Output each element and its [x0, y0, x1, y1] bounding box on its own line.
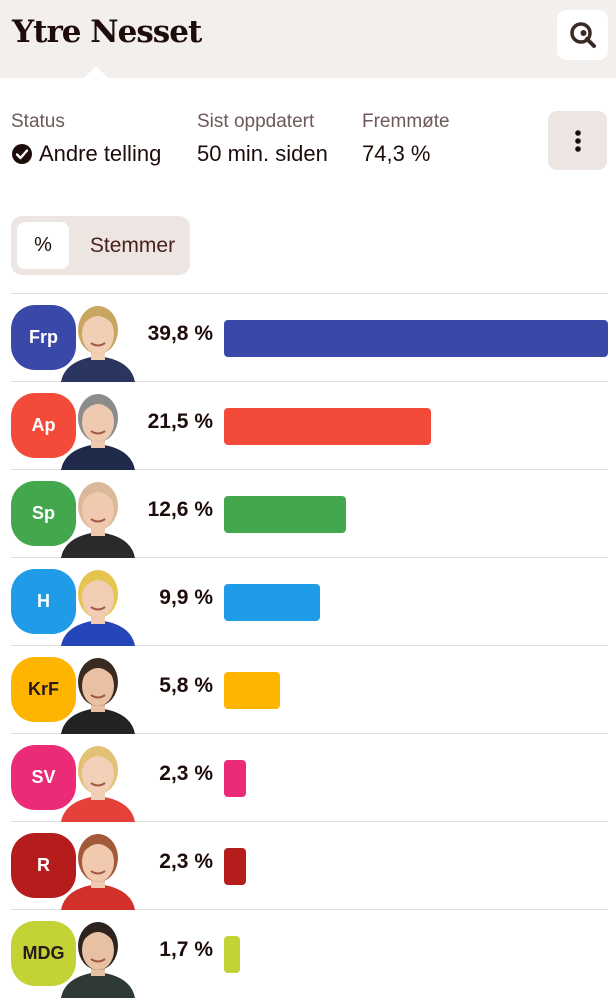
party-percent: 5,8 % — [159, 674, 213, 697]
party-badge: H — [11, 569, 76, 634]
party-bar — [224, 408, 432, 445]
party-row[interactable]: SV 2,3 % — [11, 733, 608, 822]
candidate-portrait — [61, 922, 135, 998]
party-badge: MDG — [11, 921, 76, 986]
candidate-portrait — [61, 834, 135, 910]
party-row[interactable]: R 2,3 % — [11, 821, 608, 910]
party-row[interactable]: Sp 12,6 % — [11, 469, 608, 558]
turnout-value: 74,3 % — [362, 141, 431, 166]
candidate-portrait — [61, 306, 135, 382]
party-bar — [224, 496, 346, 533]
party-row[interactable]: H 9,9 % — [11, 557, 608, 646]
party-bar — [224, 320, 608, 357]
party-percent: 21,5 % — [147, 410, 213, 433]
party-percent: 39,8 % — [147, 322, 213, 345]
party-bar — [224, 936, 241, 973]
display-mode-toggle: % Stemmer — [11, 216, 190, 275]
candidate-portrait — [61, 482, 135, 558]
party-bar — [224, 584, 320, 621]
party-badge: Sp — [11, 481, 76, 546]
candidate-portrait — [61, 394, 135, 470]
candidate-portrait — [61, 570, 135, 646]
party-badge: Ap — [11, 393, 76, 458]
app-header: Ytre Nesset — [0, 0, 616, 78]
status-value-row: Andre telling — [11, 141, 161, 167]
party-bar — [224, 848, 247, 885]
toggle-votes-option[interactable]: Stemmer — [89, 233, 176, 257]
search-button[interactable] — [557, 10, 608, 60]
search-icon — [569, 22, 596, 48]
status-label: Status — [11, 111, 65, 132]
party-percent: 1,7 % — [159, 938, 213, 961]
more-vertical-icon — [574, 129, 581, 152]
party-row[interactable]: MDG 1,7 % — [11, 909, 608, 998]
status-value: Andre telling — [39, 141, 162, 166]
toggle-percent-option[interactable]: % — [17, 222, 69, 269]
party-bar — [224, 760, 247, 797]
more-options-button[interactable] — [548, 111, 607, 170]
candidate-portrait — [61, 746, 135, 822]
party-badge: R — [11, 833, 76, 898]
party-badge: Frp — [11, 305, 76, 370]
party-badge: KrF — [11, 657, 76, 722]
updated-label: Sist oppdatert — [197, 111, 315, 132]
party-bar — [224, 672, 280, 709]
page-title: Ytre Nesset — [12, 14, 202, 50]
party-percent: 9,9 % — [159, 586, 213, 609]
turnout-stat: Fremmøte 74,3 % — [362, 111, 450, 167]
header-pointer — [84, 66, 108, 78]
candidate-portrait — [61, 658, 135, 734]
results-list: Frp 39,8 % Ap 21,5 % Sp 12,6 % H 9,9 % KrF 5,8 % S… — [11, 293, 608, 998]
party-percent: 12,6 % — [147, 498, 213, 521]
party-percent: 2,3 % — [159, 850, 213, 873]
party-row[interactable]: Frp 39,8 % — [11, 293, 608, 382]
party-percent: 2,3 % — [159, 762, 213, 785]
status-stat: Status Andre telling — [11, 111, 161, 167]
turnout-label: Fremmøte — [362, 111, 450, 132]
party-row[interactable]: KrF 5,8 % — [11, 645, 608, 734]
check-circle-icon — [11, 143, 33, 165]
updated-stat: Sist oppdatert 50 min. siden — [197, 111, 328, 167]
updated-value: 50 min. siden — [197, 141, 328, 166]
party-badge: SV — [11, 745, 76, 810]
party-row[interactable]: Ap 21,5 % — [11, 381, 608, 470]
